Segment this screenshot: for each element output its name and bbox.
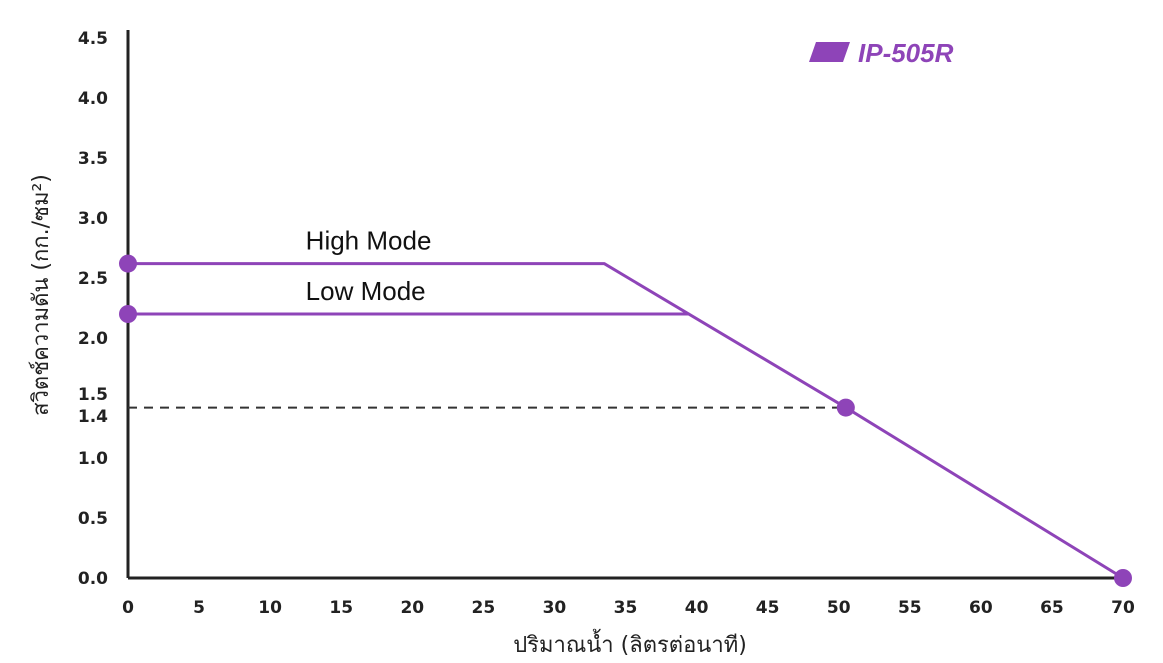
y-tick-label: 3.5: [78, 149, 108, 169]
x-tick-label: 0: [122, 598, 134, 618]
x-tick-label: 15: [329, 598, 353, 618]
series-group: [128, 262, 1124, 580]
x-tick-label: 45: [756, 598, 780, 618]
x-tick-label: 20: [400, 598, 424, 618]
markers-group: [119, 254, 1132, 587]
y-tick-label: 0.0: [78, 569, 108, 589]
x-tick-label: 40: [685, 598, 709, 618]
x-tick-label: 50: [827, 598, 851, 618]
x-tick-label: 70: [1111, 598, 1135, 618]
x-axis-title: ปริมาณน้ำ (ลิตรต่อนาที): [513, 629, 747, 658]
series-marker: [119, 254, 137, 273]
series-label: High Mode: [306, 226, 432, 256]
x-tick-label: 25: [472, 598, 496, 618]
y-tick-label: 2.5: [78, 269, 108, 289]
series-marker: [836, 398, 855, 417]
y-tick-label: 1.0: [78, 449, 108, 469]
y-axis-title: สวิตช์ความดัน (กก./ซม²): [29, 174, 54, 416]
legend-label: IP-505R: [858, 38, 954, 68]
series-labels: High Mode Low Mode: [306, 226, 432, 306]
legend: IP-505R: [809, 38, 954, 68]
y-tick-label: 4.0: [78, 89, 108, 109]
y-tick-label: 3.0: [78, 209, 108, 229]
x-tick-label: 65: [1040, 598, 1064, 618]
x-tick-label: 60: [969, 598, 993, 618]
x-tick-label: 35: [614, 598, 638, 618]
series-marker: [119, 305, 137, 323]
y-tick-label: 1.5: [78, 385, 108, 405]
y-tick-label: 1.4: [78, 407, 108, 427]
series-marker: [1114, 569, 1132, 587]
x-tick-label: 30: [543, 598, 567, 618]
y-tick-label: 2.0: [78, 329, 108, 349]
x-tick-label: 5: [193, 598, 205, 618]
y-axis: 0.0 0.5 1.0 1.41.5 2.0 2.5 3.0 3.5 4.0 4.5: [78, 29, 130, 589]
y-tick-label: 0.5: [78, 509, 108, 529]
x-tick-label: 55: [898, 598, 922, 618]
x-axis: 0 5 10 15 20 25 30 35 40 45 50 55 60 65 70: [122, 576, 1135, 618]
legend-swatch: [809, 42, 850, 62]
series-line: [128, 262, 1124, 580]
y-tick-label: 4.5: [78, 29, 108, 49]
x-tick-label: 10: [258, 598, 282, 618]
series-label: Low Mode: [306, 276, 426, 306]
